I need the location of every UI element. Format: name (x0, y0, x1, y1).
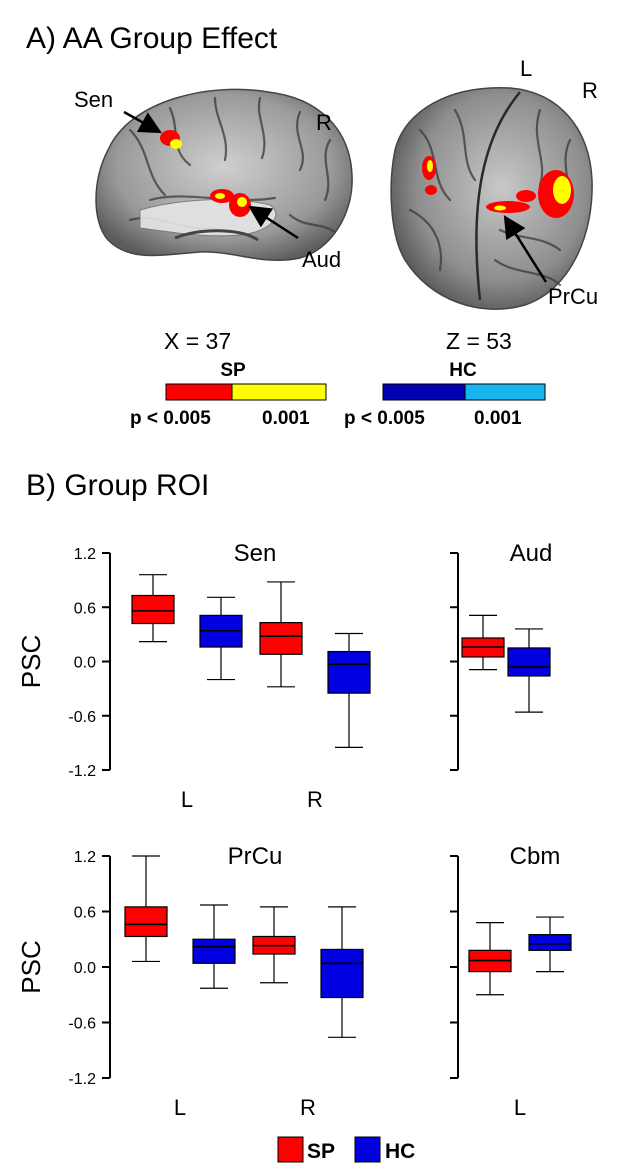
plot-sen-y-label: PSC (16, 635, 46, 688)
legend-sp-swatch (277, 1136, 304, 1163)
plot-cbm-x-tick-label: L (514, 1095, 526, 1120)
panel-b-heading: B) Group ROI (26, 469, 209, 502)
axial-r-label: R (582, 78, 598, 103)
plot-prcu-y-tick-label: 1.2 (74, 849, 96, 866)
colorbar-sp: SP p < 0.005 0.001 (130, 360, 327, 429)
plot-prcu-y-tick-label: -1.2 (68, 1071, 96, 1088)
colorbar-hc-title: HC (449, 360, 477, 381)
plot-sen-title: Sen (234, 540, 277, 567)
prcu-label: PrCu (548, 284, 598, 309)
plot-prcu-hc-box-1 (192, 938, 236, 964)
legend: SP HC (277, 1136, 415, 1163)
colorbar-hc-tick-high: 0.001 (474, 408, 522, 429)
legend-hc-label: HC (385, 1140, 415, 1163)
plot-prcu-title: PrCu (228, 843, 283, 870)
plot-sen-y-tick-label: -0.6 (68, 709, 96, 726)
plot-sen-y-tick-label: 1.2 (74, 546, 96, 563)
box-plots: 1.2 0.6 0.0 -0.6 -1.2 PSC Sen L R Aud 1.2 0.6 0.0 -0.… (16, 540, 572, 1120)
legend-sp-label: SP (307, 1140, 335, 1163)
plot-sen-y-tick-label: 0.6 (74, 600, 96, 617)
plot-aud-hc-box-1 (507, 647, 551, 677)
axial-coordinate: Z = 53 (446, 328, 512, 354)
plot-sen-sp-box-1 (131, 594, 175, 625)
plot-prcu-x-tick-label: L (174, 1095, 186, 1120)
plot-prcu-y-tick-label: 0.0 (74, 960, 96, 977)
plot-sen-x-tick-label: R (307, 787, 323, 812)
plot-prcu-y-tick-label: -0.6 (68, 1016, 96, 1033)
sagittal-brain-image (95, 88, 353, 261)
plot-sen-x-tick-label: L (181, 787, 193, 812)
plot-prcu-sp-box-1 (124, 906, 168, 938)
colorbar-sp-title: SP (220, 360, 246, 381)
plot-sen-y-tick-label: -1.2 (68, 763, 96, 780)
plot-aud-title: Aud (510, 540, 553, 567)
plot-prcu-y-label: PSC (16, 940, 46, 993)
sagittal-coordinate: X = 37 (164, 328, 231, 354)
legend-hc-swatch (354, 1136, 381, 1163)
panel-a-heading: A) AA Group Effect (26, 22, 278, 55)
colorbar-hc-tick-low: p < 0.005 (344, 408, 425, 429)
prcu-arrow (503, 215, 548, 283)
plot-sen-sp-box-2 (259, 622, 303, 655)
plot-prcu-hc-box-2 (320, 948, 364, 999)
aud-arrow (248, 205, 299, 240)
sen-label: Sen (74, 87, 113, 112)
colorbar-hc: HC p < 0.005 0.001 (344, 360, 546, 429)
plot-sen-hc-box-2 (327, 650, 371, 694)
sen-arrow (123, 110, 162, 134)
axial-brain-image (390, 87, 593, 310)
aud-label: Aud (302, 247, 341, 272)
colorbar-sp-tick-low: p < 0.005 (130, 408, 211, 429)
plot-prcu-x-tick-label: R (300, 1095, 316, 1120)
axial-l-label: L (520, 56, 532, 81)
plot-sen-y-tick-label: 0.0 (74, 655, 96, 672)
colorbar-sp-tick-high: 0.001 (262, 408, 310, 429)
plot-prcu-y-tick-label: 0.6 (74, 905, 96, 922)
plot-cbm-title: Cbm (510, 843, 561, 870)
plot-cbm-hc-box-1 (528, 934, 572, 951)
sagittal-r-label: R (316, 110, 332, 135)
